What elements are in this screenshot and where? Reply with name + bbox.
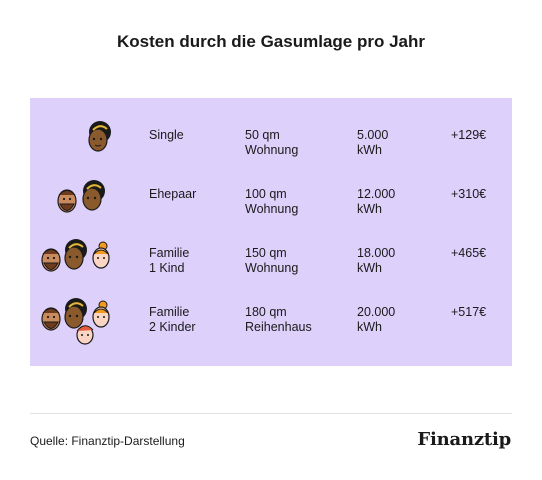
table-row: Familie 1 Kind 150 qm Wohnung 18.000 kWh +4…: [30, 239, 512, 304]
person-man-beard-icon: [57, 189, 77, 213]
living-space: 150 qm Wohnung: [245, 246, 299, 275]
living-space: 100 qm Wohnung: [245, 187, 299, 216]
page-title: Kosten durch die Gasumlage pro Jahr: [117, 32, 425, 51]
person-woman-dark-icon: [82, 180, 105, 211]
household-type: Familie 2 Kinder: [149, 305, 196, 334]
extra-cost: +465€: [451, 246, 487, 260]
divider: [30, 413, 512, 414]
consumption: 5.000 kWh: [357, 128, 389, 157]
person-boy-redhead-icon: [76, 325, 94, 345]
person-woman-dark-icon: [64, 298, 87, 329]
person-man-beard-icon: [41, 307, 61, 331]
table-row: Single 50 qm Wohnung 5.000 kWh +129€: [30, 121, 512, 186]
household-type: Ehepaar: [149, 187, 197, 201]
avatar-group: [56, 179, 116, 223]
person-girl-bun-icon: [92, 241, 110, 269]
living-space: 180 qm Reihenhaus: [245, 305, 312, 334]
person-girl-bun-icon: [92, 300, 110, 328]
table-row: Familie 2 Kinder 180 qm Reihenhaus 20.000 k…: [30, 298, 512, 363]
table-row: Ehepaar 100 qm Wohnung 12.000 kWh +310€: [30, 180, 512, 245]
consumption: 12.000 kWh: [357, 187, 396, 216]
avatar-group: [40, 238, 120, 282]
person-woman-dark-icon: [88, 121, 111, 152]
person-woman-dark-icon: [64, 239, 87, 270]
person-man-beard-icon: [41, 248, 61, 272]
consumption: 20.000 kWh: [357, 305, 396, 334]
living-space: 50 qm Wohnung: [245, 128, 299, 157]
avatar-group: [74, 120, 114, 164]
extra-cost: +310€: [451, 187, 487, 201]
cost-table: Single 50 qm Wohnung 5.000 kWh +129€: [30, 98, 512, 366]
avatar-group: [40, 297, 120, 345]
household-type: Single: [149, 128, 184, 142]
finanztip-logo: Finanztip: [417, 429, 511, 450]
extra-cost: +129€: [451, 128, 487, 142]
extra-cost: +517€: [451, 305, 487, 319]
source-note: Quelle: Finanztip-Darstellung: [30, 434, 185, 448]
consumption: 18.000 kWh: [357, 246, 396, 275]
household-type: Familie 1 Kind: [149, 246, 190, 275]
